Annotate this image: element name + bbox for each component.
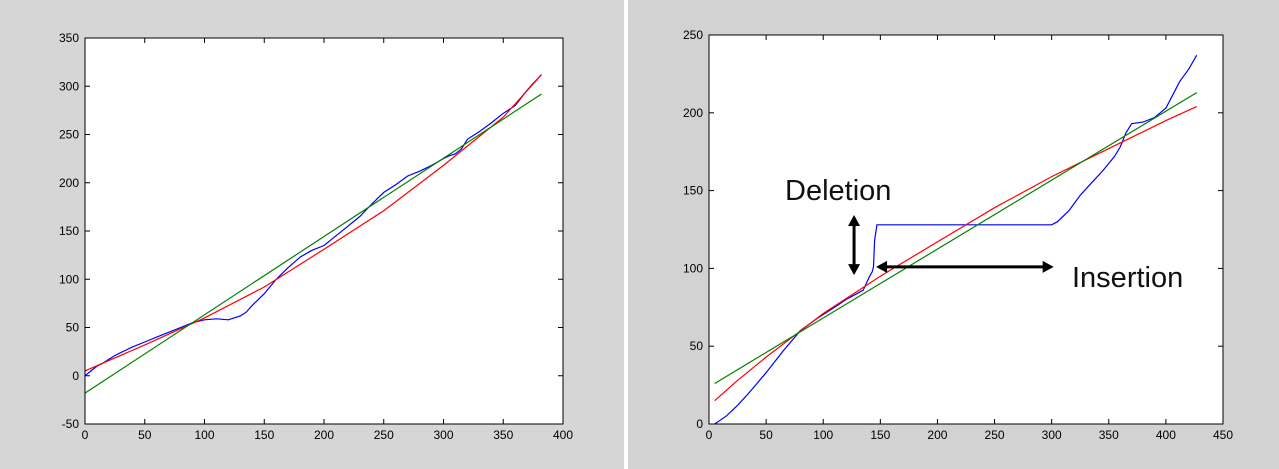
x-tick-label: 200 bbox=[927, 428, 947, 442]
y-tick-label: 100 bbox=[683, 261, 703, 275]
x-tick-label: 50 bbox=[138, 428, 152, 442]
x-tick-label: 400 bbox=[553, 428, 573, 442]
y-tick-label: 350 bbox=[59, 31, 79, 45]
insertion-arrow-head-left bbox=[876, 260, 888, 273]
y-tick-label: 300 bbox=[59, 79, 79, 93]
x-tick-label: 200 bbox=[314, 428, 334, 442]
y-tick-label: -50 bbox=[62, 417, 80, 431]
right-chart-panel: 0 50 100 150 200 250 300 350 400 450 0 50 100 150 200 2… bbox=[628, 0, 1279, 469]
x-tick-label: 0 bbox=[82, 428, 89, 442]
y-tick-label: 200 bbox=[59, 176, 79, 190]
y-tick-label: 50 bbox=[690, 339, 704, 353]
insertion-arrow-head-right bbox=[1042, 260, 1054, 273]
deletion-arrow-head-up bbox=[848, 215, 861, 227]
y-tick-label: 250 bbox=[683, 28, 703, 42]
y-tick-label: 0 bbox=[696, 417, 703, 431]
y-tick-label: 100 bbox=[59, 272, 79, 286]
series-line-2 bbox=[84, 74, 542, 372]
y-tick-label: 150 bbox=[683, 184, 703, 198]
series-line-3 bbox=[714, 92, 1198, 385]
x-tick-label: 250 bbox=[985, 428, 1005, 442]
x-tick-label: 450 bbox=[1213, 428, 1233, 442]
x-tick-label: 350 bbox=[1099, 428, 1119, 442]
x-tick-label: 100 bbox=[194, 428, 214, 442]
x-tick-label: 150 bbox=[254, 428, 274, 442]
left-chart-panel: 0 50 100 150 200 250 300 350 400 -50 0 50 100 150 200 2… bbox=[0, 0, 624, 469]
x-tick-label: 150 bbox=[870, 428, 890, 442]
x-tick-label: 50 bbox=[759, 428, 773, 442]
x-tick-label: 350 bbox=[493, 428, 513, 442]
left-line-chart: 0 50 100 150 200 250 300 350 400-500501001502002… bbox=[59, 31, 573, 442]
x-tick-label: 250 bbox=[374, 428, 394, 442]
x-tick-label: 300 bbox=[1042, 428, 1062, 442]
y-tick-label: 200 bbox=[683, 106, 703, 120]
plot-area bbox=[85, 38, 563, 424]
y-tick-label: 0 bbox=[72, 369, 79, 383]
x-tick-label: 300 bbox=[433, 428, 453, 442]
x-tick-label: 0 bbox=[706, 428, 713, 442]
x-tick-label: 100 bbox=[813, 428, 833, 442]
series-line-3 bbox=[84, 93, 542, 394]
x-tick-label: 400 bbox=[1156, 428, 1176, 442]
y-tick-label: 50 bbox=[66, 321, 80, 335]
plot-area bbox=[709, 35, 1223, 424]
insertion-label: Insertion bbox=[1072, 262, 1183, 294]
axes-frame bbox=[708, 34, 1224, 425]
right-line-chart: 0 50 100 150 200 250 300 350 400 450 0 50 100 150 200 2… bbox=[683, 28, 1233, 442]
series-line-1 bbox=[84, 74, 542, 377]
y-tick-label: 150 bbox=[59, 224, 79, 238]
annotation-group: Deletion Insertion bbox=[785, 175, 1183, 294]
panel-divider bbox=[624, 0, 628, 469]
y-tick-label: 250 bbox=[59, 128, 79, 142]
deletion-arrow-head-down bbox=[848, 264, 861, 276]
deletion-label: Deletion bbox=[785, 175, 891, 207]
series-line-2 bbox=[714, 106, 1197, 402]
